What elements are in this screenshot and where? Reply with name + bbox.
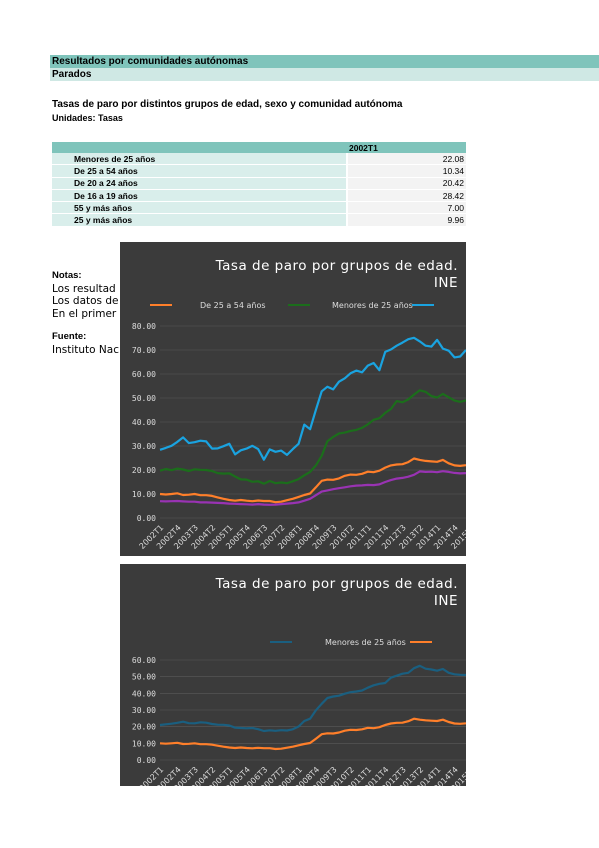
subsection-header: Parados <box>50 68 599 81</box>
row-value: 22.08 <box>346 153 466 166</box>
row-label: De 25 a 54 años <box>52 164 347 178</box>
row-label: 25 y más años <box>52 213 347 227</box>
y-tick-label: 70.00 <box>132 346 156 355</box>
series-line <box>159 717 466 751</box>
y-tick-label: 0.00 <box>137 514 156 523</box>
y-tick-label: 10.00 <box>132 739 156 748</box>
chart-title: Tasa de paro por grupos de edad. <box>215 576 458 592</box>
row-value: 7.00 <box>346 201 466 215</box>
series-line <box>159 664 466 733</box>
table-row: Menores de 25 años 22.08 <box>52 153 466 166</box>
note-line: En el primer <box>52 307 117 320</box>
source-text: Instituto Nac <box>52 343 119 356</box>
table-header-blank <box>52 142 347 153</box>
row-label: 55 y más años <box>52 201 347 215</box>
row-label: De 16 a 19 años <box>52 189 347 203</box>
units-label: Unidades: Tasas <box>52 113 123 123</box>
table-row: De 20 a 24 años 20.42 <box>52 177 466 190</box>
series-line <box>159 336 466 461</box>
chart-title: Tasa de paro por grupos de edad. <box>215 258 458 274</box>
y-tick-label: 0.00 <box>137 756 156 765</box>
notes-section: Notas: Los resultad Los datos de En el p… <box>52 270 119 356</box>
row-label: Menores de 25 años <box>52 153 347 166</box>
y-tick-label: 30.00 <box>132 442 156 451</box>
source-heading: Fuente: <box>52 331 87 342</box>
y-tick-label: 80.00 <box>132 322 156 331</box>
series-line <box>159 457 466 504</box>
legend-label: Menores de 25 años <box>332 301 413 310</box>
table-row: De 25 a 54 años 10.34 <box>52 164 466 178</box>
y-tick-label: 20.00 <box>132 466 156 475</box>
y-tick-label: 60.00 <box>132 370 156 379</box>
y-tick-label: 20.00 <box>132 723 156 732</box>
series-line <box>159 389 466 485</box>
chart-canvas: Tasa de paro por grupos de edad.INE De 25… <box>132 258 466 551</box>
row-value: 10.34 <box>346 164 466 178</box>
table-row: 55 y más años 7.00 <box>52 201 466 215</box>
table-row: 25 y más años 9.96 <box>52 213 466 227</box>
y-tick-label: 30.00 <box>132 706 156 715</box>
chart-title: INE <box>434 275 458 291</box>
chart-title: INE <box>434 593 458 609</box>
chart-canvas: Tasa de paro por grupos de edad.INE Menor… <box>132 576 466 786</box>
chart-age-groups-second[interactable]: Tasa de paro por grupos de edad. INE Menor… <box>120 564 466 786</box>
row-value: 28.42 <box>346 189 466 203</box>
y-tick-label: 60.00 <box>132 656 156 665</box>
note-line: Los datos de <box>52 295 119 307</box>
row-value: 20.42 <box>346 177 466 190</box>
section-header: Resultados por comunidades autónomas <box>50 55 599 68</box>
note-line: Los resultad <box>52 282 116 295</box>
legend-label: Menores de 25 años <box>325 638 406 647</box>
data-table: 2002T1 Menores de 25 años 22.08 De 25 a 5… <box>52 142 466 227</box>
y-tick-label: 40.00 <box>132 418 156 427</box>
legend-label: De 25 a 54 años <box>200 301 266 310</box>
page-title: Tasas de paro por distintos grupos de ed… <box>52 99 403 110</box>
table-header-period: 2002T1 <box>347 142 466 153</box>
y-tick-label: 10.00 <box>132 490 156 499</box>
chart-age-groups[interactable]: Tasa de paro por grupos de edad. INE De 25… <box>120 242 466 556</box>
notes-heading: Notas: <box>52 270 82 281</box>
y-tick-label: 40.00 <box>132 689 156 698</box>
y-tick-label: 50.00 <box>132 394 156 403</box>
series-line <box>159 470 466 506</box>
y-tick-label: 50.00 <box>132 673 156 682</box>
table-header-row: 2002T1 <box>52 142 466 153</box>
row-label: De 20 a 24 años <box>52 177 347 190</box>
table-row: De 16 a 19 años 28.42 <box>52 189 466 203</box>
row-value: 9.96 <box>346 213 466 227</box>
